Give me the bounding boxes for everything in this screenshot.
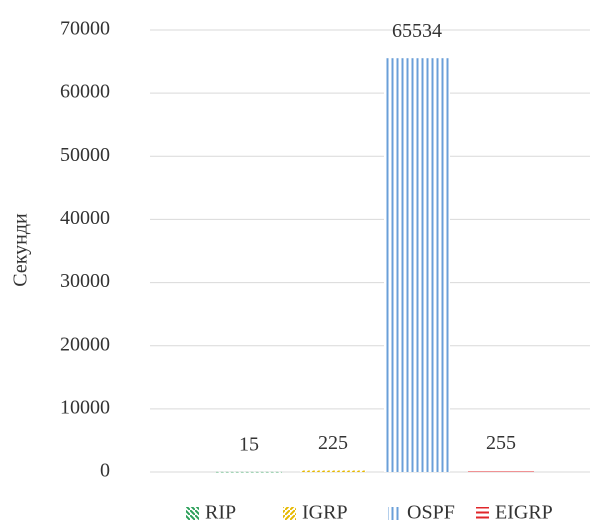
bar — [216, 471, 282, 473]
bar — [300, 470, 366, 472]
bar — [468, 470, 534, 472]
data-label: 255 — [486, 432, 516, 454]
y-tick-label: 0 — [100, 460, 110, 482]
y-tick-label: 60000 — [60, 81, 110, 103]
data-label: 65534 — [392, 20, 442, 42]
legend-swatch — [476, 507, 489, 520]
y-tick-label: 50000 — [60, 144, 110, 166]
legend-label: EIGRP — [495, 502, 553, 523]
legend-swatch — [388, 507, 401, 520]
y-tick-label: 40000 — [60, 207, 110, 229]
y-axis-label: Секунди — [10, 213, 32, 287]
legend-label: RIP — [205, 502, 236, 523]
y-tick-label: 30000 — [60, 270, 110, 292]
y-tick-label: 20000 — [60, 333, 110, 355]
y-tick-label: 70000 — [60, 18, 110, 40]
legend-swatch — [283, 507, 296, 520]
bar — [384, 58, 450, 473]
data-label: 15 — [239, 433, 259, 455]
legend-label: OSPF — [407, 502, 455, 523]
y-tick-label: 10000 — [60, 396, 110, 418]
data-label: 225 — [318, 432, 348, 454]
legend-label: IGRP — [302, 502, 348, 523]
legend-swatch — [186, 507, 199, 520]
